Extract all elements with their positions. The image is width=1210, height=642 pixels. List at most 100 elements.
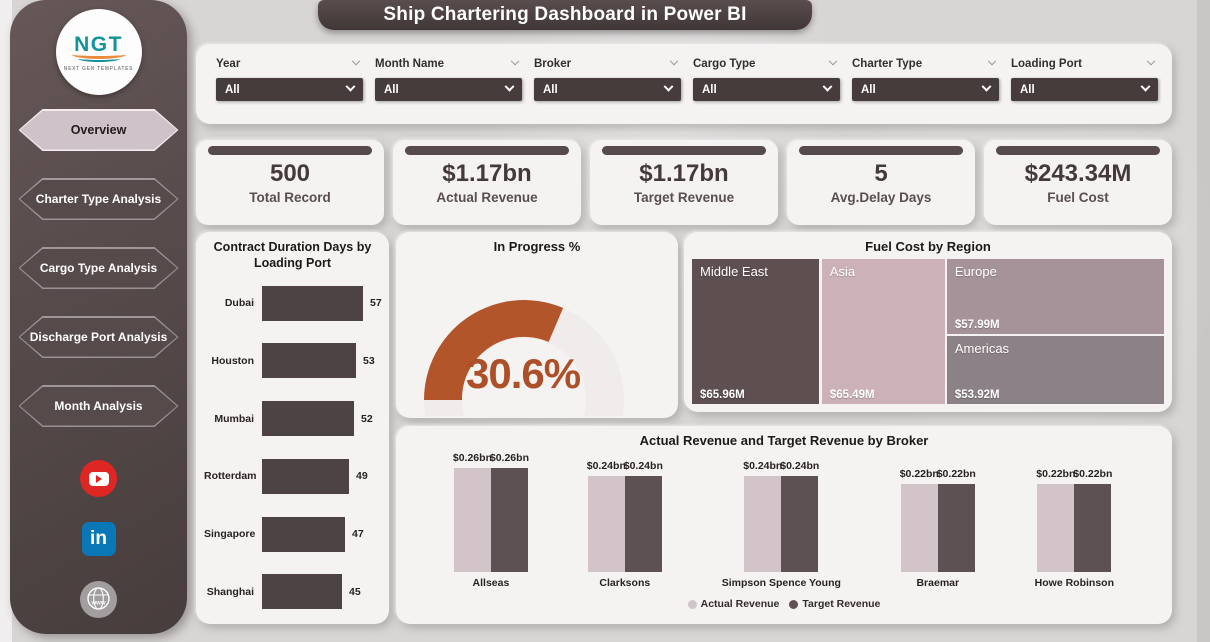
fuel-cost-treemap: Fuel Cost by Region Middle East $65.96M As…	[684, 232, 1172, 412]
legend-label: Actual Revenue	[700, 598, 780, 610]
gauge-arc[interactable]	[396, 258, 678, 416]
filter-header: Charter Type	[852, 56, 999, 70]
treemap-label: Asia	[829, 264, 856, 279]
filter-dropdown-year[interactable]: All	[216, 78, 363, 101]
filter-header: Broker	[534, 56, 681, 70]
duration-bar-mumbai[interactable]	[262, 401, 354, 437]
page-title: Ship Chartering Dashboard in Power BI	[383, 4, 747, 25]
bar-actual-revenue-clarksons[interactable]	[587, 476, 625, 572]
bar-actual-revenue-braemar[interactable]	[900, 484, 938, 572]
category-label: Singapore	[204, 528, 256, 541]
kpi-top-strip	[208, 146, 372, 155]
treemap-block-europe[interactable]: Europe $57.99M	[946, 259, 1164, 334]
filter-dropdown-charter-type[interactable]: All	[852, 78, 999, 101]
category-label: Allseas	[472, 577, 510, 589]
bar-target-revenue-allseas[interactable]	[490, 468, 528, 572]
youtube-icon[interactable]	[80, 460, 117, 497]
category-label: Simpson Spence Young	[721, 577, 841, 589]
sidebar-item-label: Discharge Port Analysis	[29, 330, 168, 344]
duration-bar-dubai[interactable]	[262, 285, 363, 321]
filter-label: Broker	[534, 58, 572, 70]
sidebar-item-month-analysis[interactable]: Month Analysis	[19, 385, 179, 427]
bar-target-revenue-clarksons[interactable]	[624, 476, 662, 572]
value-label: $0.24bn	[623, 460, 663, 472]
filter-header: Loading Port	[1011, 56, 1158, 70]
duration-row-houston: Houston 53	[204, 343, 385, 379]
chevron-down-icon	[822, 81, 833, 92]
sidebar-item-cargo-type-analysis[interactable]: Cargo Type Analysis	[19, 247, 179, 289]
bar-target-revenue-simpson-spence-young[interactable]	[781, 476, 819, 572]
chart-title: In Progress %	[493, 239, 581, 254]
duration-bars: Dubai 57 Houston 53 Mumbai 52 Rotterdam 49 Singa…	[196, 285, 389, 616]
category-label: Dubai	[224, 297, 254, 309]
bar-actual-revenue-allseas[interactable]	[453, 468, 491, 572]
filter-dropdown-cargo-type[interactable]: All	[693, 78, 840, 101]
bar-actual-revenue-howe-robinson[interactable]	[1037, 484, 1075, 572]
treemap-block-asia[interactable]: Asia $65.49M	[821, 259, 945, 404]
value-label: $0.24bn	[586, 460, 626, 472]
chevron-down-icon[interactable]	[351, 56, 361, 66]
legend-dot	[687, 599, 697, 609]
value-label: 52	[361, 412, 373, 425]
chevron-down-icon[interactable]	[1146, 56, 1156, 66]
revenue-by-broker-chart: Actual Revenue and Target Revenue by Bro…	[396, 426, 1172, 624]
filter-dropdown-month-name[interactable]: All	[375, 78, 522, 101]
filter-charter-type: Charter Type All	[852, 56, 999, 101]
treemap-label: Europe	[954, 264, 997, 279]
chevron-down-icon[interactable]	[669, 56, 679, 66]
legend-label: Target Revenue	[802, 598, 881, 610]
value-label: 49	[356, 470, 368, 483]
duration-bar-shanghai[interactable]	[262, 574, 342, 610]
website-globe-icon[interactable]: www	[80, 581, 117, 618]
right-edge-strip	[1197, 0, 1210, 642]
kpi-top-strip	[799, 146, 963, 155]
broker-group-simpson-spence-young: $0.24bn $0.24bn Simpson Spence Young	[722, 450, 841, 589]
linkedin-icon[interactable]: in	[81, 522, 116, 556]
ngt-logo: NGT NEXT GEN TEMPLATES	[55, 9, 142, 95]
sidebar-item-discharge-port-analysis[interactable]: Discharge Port Analysis	[19, 316, 179, 358]
filter-dropdown-broker[interactable]: All	[534, 78, 681, 101]
chevron-down-icon[interactable]	[987, 56, 997, 66]
value-label: $0.24bn	[743, 460, 783, 472]
bar-pair: $0.22bn $0.22bn	[1036, 450, 1112, 572]
sidebar-item-overview[interactable]: Overview	[19, 109, 179, 151]
filter-dropdown-loading-port[interactable]: All	[1011, 78, 1158, 101]
value-label: $0.26bn	[489, 452, 529, 464]
bar-target-revenue-howe-robinson[interactable]	[1074, 484, 1112, 572]
bar-target-revenue-braemar[interactable]	[937, 484, 975, 572]
duration-bar-houston[interactable]	[262, 343, 356, 379]
duration-bar-rotterdam[interactable]	[262, 458, 349, 494]
value-label: 53	[363, 354, 375, 367]
bar-pair: $0.22bn $0.22bn	[900, 450, 976, 572]
filter-header: Cargo Type	[693, 56, 840, 70]
duration-row-shanghai: Shanghai 45	[204, 574, 385, 610]
kpi-card-total-record: 500 Total Record	[196, 140, 384, 225]
kpi-label: Fuel Cost	[1047, 189, 1109, 205]
kpi-card-fuel-cost: $243.34M Fuel Cost	[984, 140, 1172, 225]
chevron-down-icon[interactable]	[510, 56, 520, 66]
category-label: Shanghai	[206, 585, 254, 598]
value-label: 45	[349, 585, 361, 598]
sidebar: NGT NEXT GEN TEMPLATES Overview Charter T…	[10, 0, 187, 634]
legend-dot	[789, 599, 799, 609]
logo-subtext: NEXT GEN TEMPLATES	[63, 65, 134, 72]
category-label: Mumbai	[214, 412, 254, 425]
sidebar-item-charter-type-analysis[interactable]: Charter Type Analysis	[19, 178, 179, 220]
filters-row: Year All Month Name All Broker All Cargo Type A…	[196, 44, 1172, 101]
treemap-block-americas[interactable]: Americas $53.92M	[946, 335, 1164, 404]
duration-bar-singapore[interactable]	[262, 516, 345, 552]
chart-title: Fuel Cost by Region	[865, 239, 991, 254]
treemap-block-middle-east[interactable]: Middle East $65.96M	[692, 259, 820, 404]
treemap-area: Middle East $65.96M Asia $65.49M Europe $57.9…	[692, 259, 1164, 404]
duration-row-dubai: Dubai 57	[204, 285, 385, 321]
category-label: Rotterdam	[204, 470, 257, 483]
kpi-label: Actual Revenue	[436, 189, 538, 205]
filter-label: Loading Port	[1011, 58, 1082, 70]
bar-actual-revenue-simpson-spence-young[interactable]	[744, 476, 782, 572]
chart-title: Actual Revenue and Target Revenue by Bro…	[639, 433, 929, 448]
chevron-down-icon	[981, 81, 992, 92]
kpi-card-target-revenue: $1.17bn Target Revenue	[590, 140, 778, 225]
sidebar-item-label: Cargo Type Analysis	[39, 261, 158, 275]
kpi-top-strip	[602, 146, 766, 155]
chevron-down-icon[interactable]	[828, 56, 838, 66]
